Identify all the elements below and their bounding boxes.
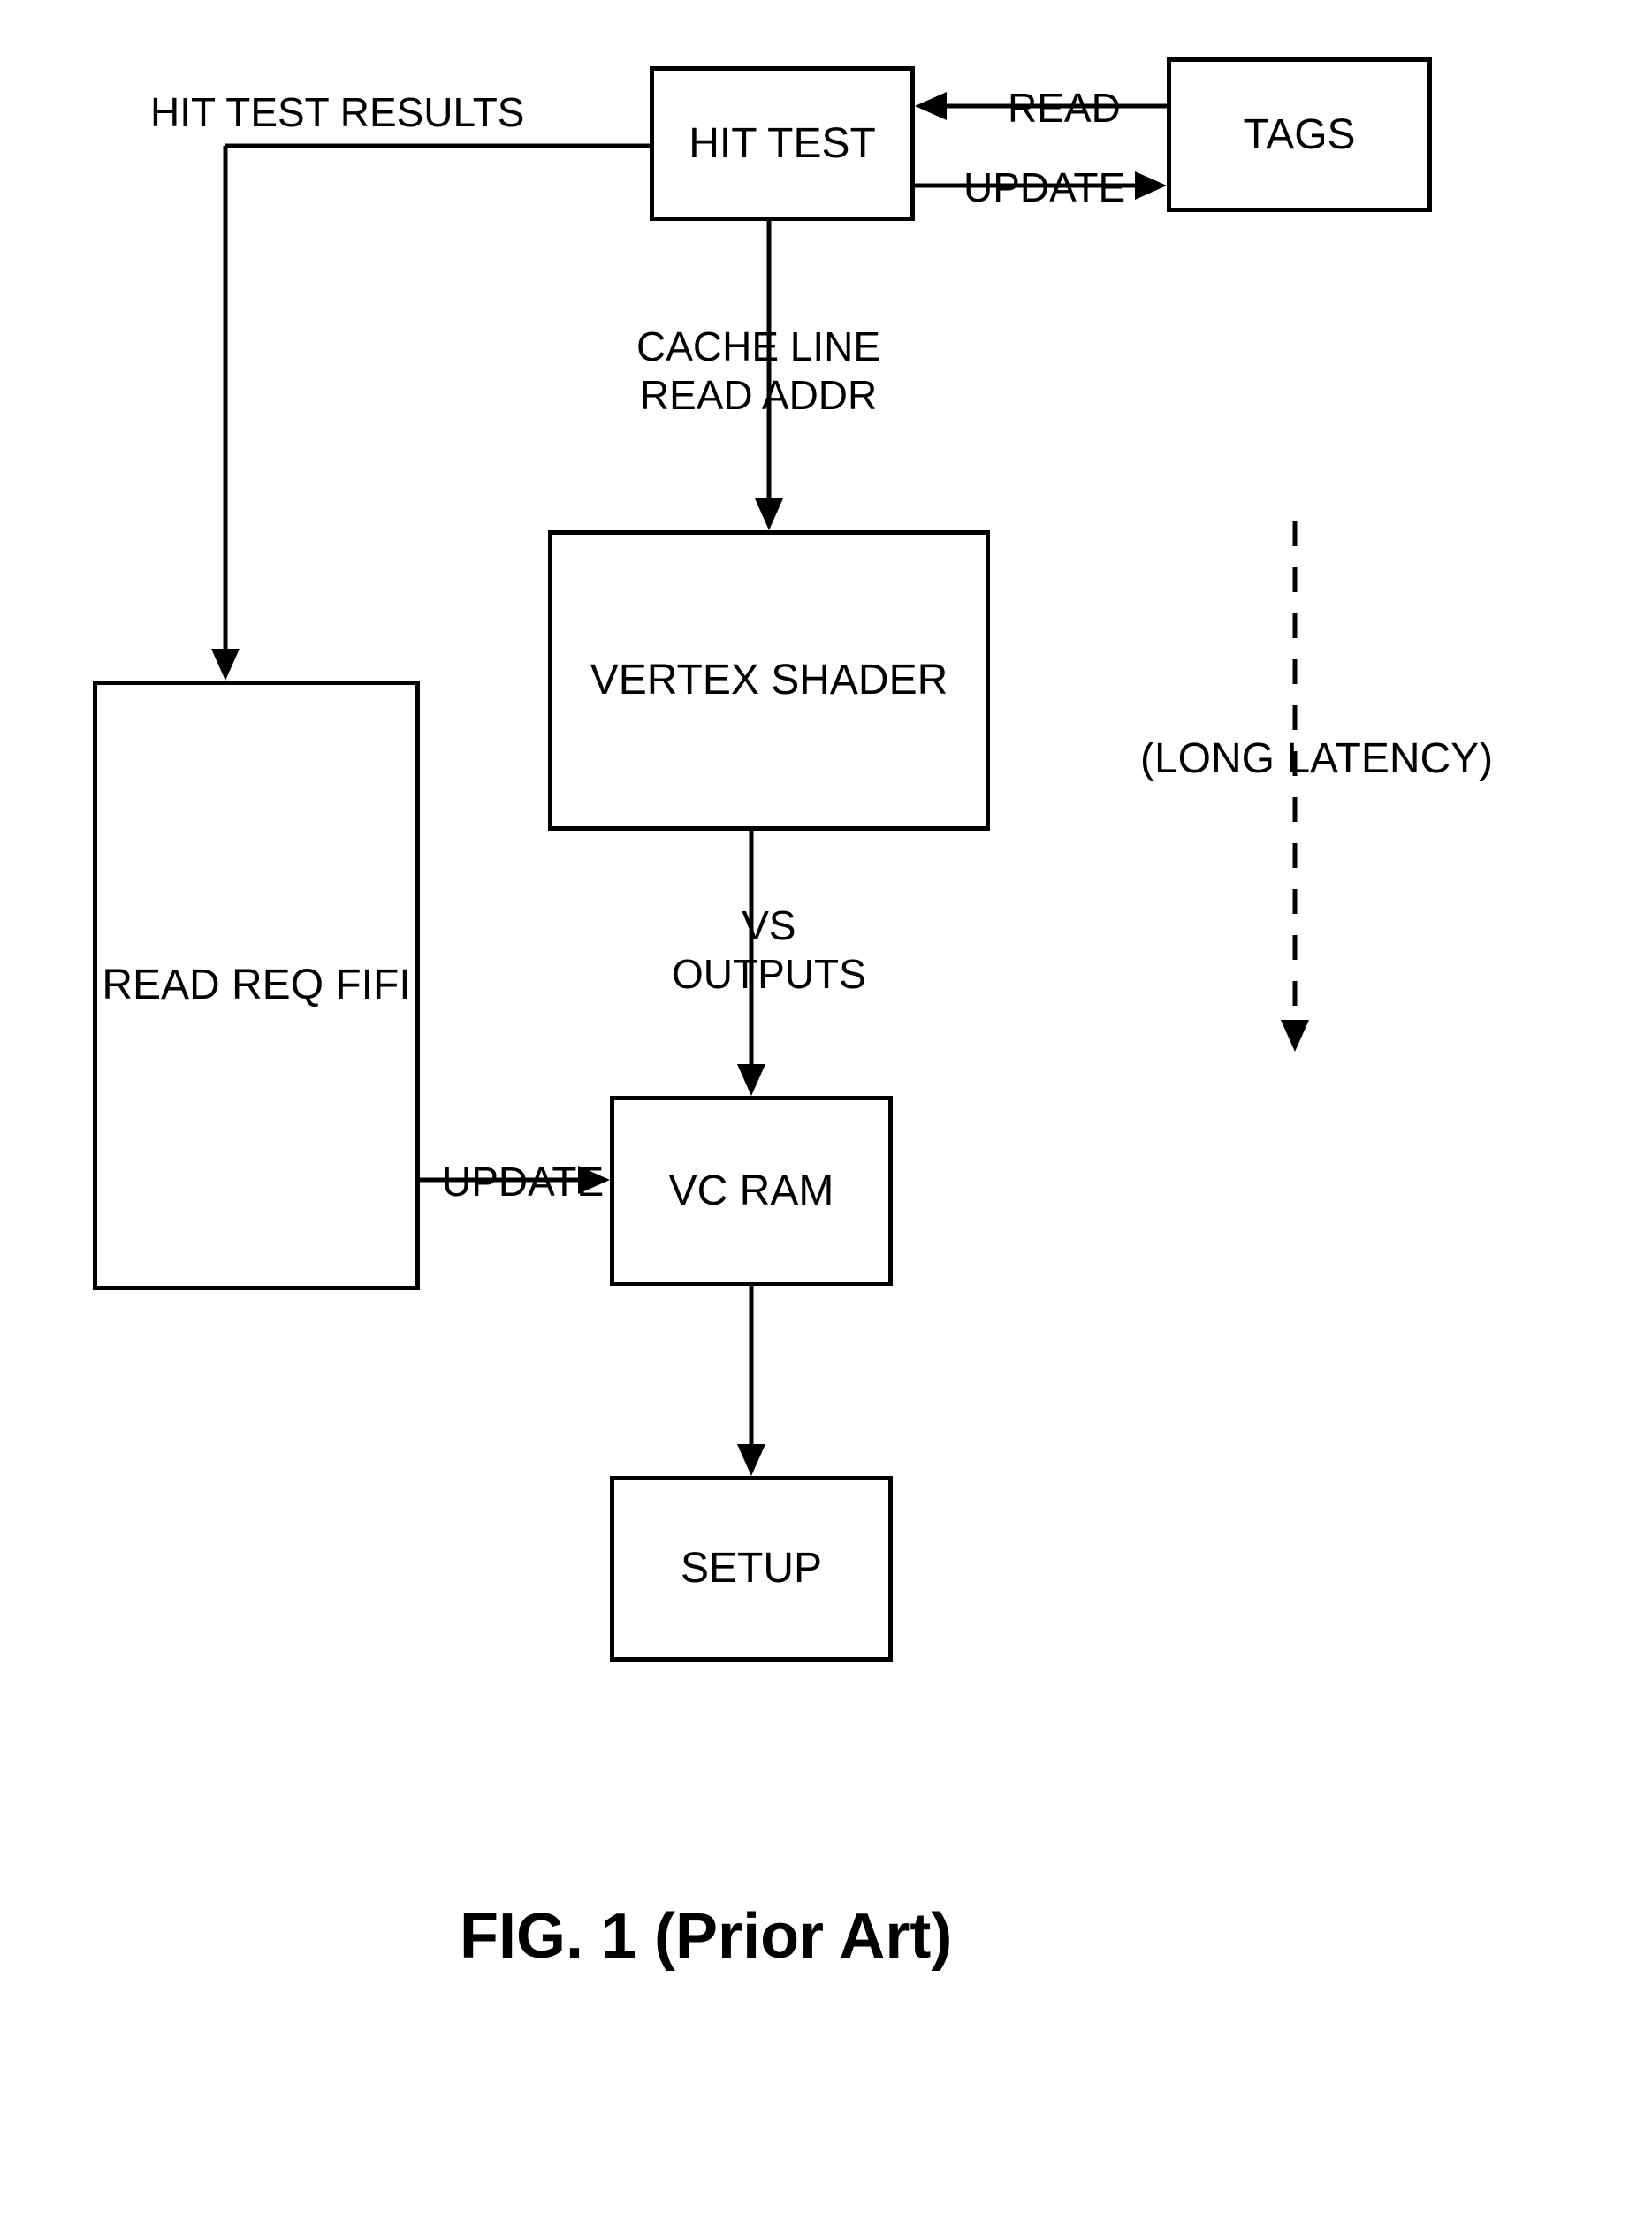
figure-caption: FIG. 1 (Prior Art) [460, 1900, 952, 1973]
diagram-canvas: HIT TEST TAGS VERTEX SHADER READ REQ FIF… [0, 0, 1652, 2236]
node-hit-test-label: HIT TEST [689, 118, 876, 170]
label-vs-outputs: VS OUTPUTS [672, 901, 866, 999]
node-vertex-shader-label: VERTEX SHADER [590, 655, 948, 706]
node-read-req-fifi: READ REQ FIFI [93, 681, 420, 1290]
label-cache-line-read-addr: CACHE LINE READ ADDR [636, 323, 880, 420]
node-vertex-shader: VERTEX SHADER [548, 530, 990, 831]
node-hit-test: HIT TEST [650, 66, 915, 221]
label-read: READ [1008, 84, 1121, 133]
node-vc-ram-label: VC RAM [669, 1166, 834, 1217]
label-update-top: UPDATE [963, 164, 1125, 212]
label-hit-test-results: HIT TEST RESULTS [150, 88, 524, 137]
node-tags-label: TAGS [1243, 110, 1355, 161]
node-read-req-fifi-label: READ REQ FIFI [102, 960, 410, 1011]
label-update-mid: UPDATE [442, 1158, 604, 1206]
node-setup-label: SETUP [681, 1543, 822, 1594]
node-setup: SETUP [610, 1476, 893, 1662]
label-long-latency: (LONG LATENCY) [1140, 734, 1493, 785]
node-tags: TAGS [1167, 57, 1432, 212]
node-vc-ram: VC RAM [610, 1096, 893, 1286]
